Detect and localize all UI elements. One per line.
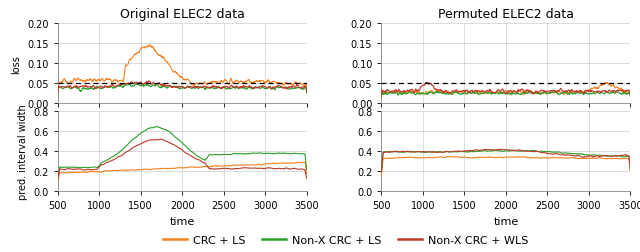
Title: Original ELEC2 data: Original ELEC2 data	[120, 9, 244, 21]
Title: Permuted ELEC2 data: Permuted ELEC2 data	[438, 9, 574, 21]
X-axis label: time: time	[493, 216, 518, 226]
Legend: CRC + LS, Non-X CRC + LS, Non-X CRC + WLS: CRC + LS, Non-X CRC + LS, Non-X CRC + WL…	[158, 230, 533, 249]
Y-axis label: loss: loss	[12, 54, 22, 73]
X-axis label: time: time	[170, 216, 195, 226]
Y-axis label: pred. interval width: pred. interval width	[18, 104, 28, 199]
